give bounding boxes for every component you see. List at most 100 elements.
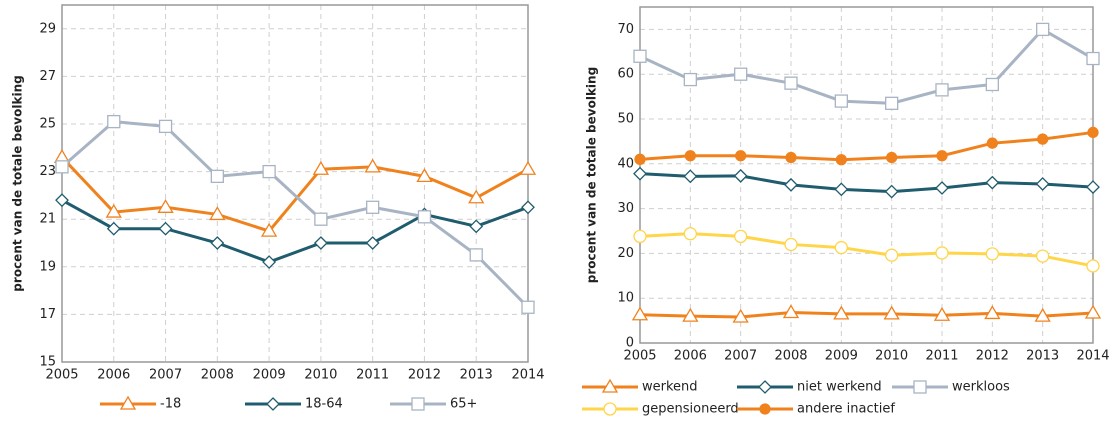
y-axis-label: procent van de totale bevolking xyxy=(585,67,599,283)
data-point xyxy=(835,154,847,166)
data-point xyxy=(365,236,380,250)
data-point xyxy=(1037,133,1049,145)
y-tick-label: 21 xyxy=(39,212,56,227)
data-point xyxy=(885,248,899,262)
data-point xyxy=(416,168,433,183)
data-point xyxy=(985,77,999,92)
data-point xyxy=(935,181,949,195)
legend-marker xyxy=(411,397,425,411)
data-point xyxy=(519,160,537,175)
data-point xyxy=(985,175,1000,190)
y-tick-label: 25 xyxy=(39,117,56,132)
y-tick-label: 15 xyxy=(39,355,56,370)
data-point xyxy=(1086,180,1100,195)
x-tick-label: 2011 xyxy=(356,368,389,383)
y-tick-label: 40 xyxy=(617,156,634,171)
data-point xyxy=(633,49,647,63)
series-line xyxy=(60,156,529,233)
legend-label: -18 xyxy=(160,397,181,412)
data-point xyxy=(784,76,798,90)
y-tick-label: 27 xyxy=(39,69,56,84)
data-point xyxy=(734,229,748,244)
y-tick-label: 30 xyxy=(617,201,634,216)
data-point xyxy=(884,184,899,199)
legend-marker xyxy=(119,395,137,410)
series-line xyxy=(639,172,1094,194)
data-point xyxy=(210,236,225,250)
legend-label: niet werkend xyxy=(797,380,882,395)
data-point xyxy=(633,229,647,244)
data-point xyxy=(158,119,173,134)
data-point xyxy=(883,305,900,320)
x-tick-label: 2013 xyxy=(1026,349,1059,364)
data-point xyxy=(784,237,798,252)
y-tick-label: 70 xyxy=(617,22,634,37)
x-tick-label: 2011 xyxy=(925,349,958,364)
data-point xyxy=(784,177,798,192)
data-point xyxy=(521,200,535,215)
data-point xyxy=(833,305,850,320)
data-point xyxy=(313,236,328,250)
legend-label: werkend xyxy=(642,380,698,395)
data-point xyxy=(469,219,484,234)
data-point xyxy=(1034,307,1051,322)
legend-marker xyxy=(913,380,927,394)
data-point xyxy=(1086,259,1100,273)
legend-label: 65+ xyxy=(450,397,477,412)
data-point xyxy=(683,72,697,87)
series-line xyxy=(639,232,1094,268)
y-axis-label: procent van de totale bevolking xyxy=(11,75,25,291)
legend-marker xyxy=(758,380,772,394)
data-point xyxy=(684,150,696,162)
legend-marker xyxy=(601,378,619,393)
x-tick-label: 2014 xyxy=(1076,349,1109,364)
y-tick-label: 19 xyxy=(39,259,56,274)
data-point xyxy=(936,150,948,162)
data-point xyxy=(106,221,121,236)
data-point xyxy=(364,158,381,173)
data-point xyxy=(262,164,276,179)
x-tick-label: 2005 xyxy=(623,349,656,364)
series-line xyxy=(61,198,529,264)
data-point xyxy=(1036,22,1050,37)
y-tick-label: 50 xyxy=(617,112,634,127)
legend-label: werkloos xyxy=(952,380,1010,395)
x-tick-label: 2008 xyxy=(201,368,234,383)
data-point xyxy=(985,247,999,261)
y-tick-label: 60 xyxy=(617,67,634,82)
data-point xyxy=(417,210,432,224)
data-point xyxy=(312,160,330,175)
data-point xyxy=(260,222,278,237)
legend-marker xyxy=(603,402,617,416)
data-point xyxy=(633,166,647,181)
data-point xyxy=(733,168,748,183)
x-tick-label: 2005 xyxy=(45,368,78,383)
data-point xyxy=(1036,249,1050,263)
x-tick-label: 2014 xyxy=(511,368,544,383)
y-tick-label: 20 xyxy=(617,246,634,261)
data-point xyxy=(55,193,69,208)
y-tick-label: 29 xyxy=(39,21,56,36)
x-tick-label: 2009 xyxy=(253,368,286,383)
data-point xyxy=(785,151,797,164)
data-point xyxy=(834,94,848,108)
data-point xyxy=(105,203,122,218)
data-point xyxy=(886,151,898,164)
legend-label: gepensioneerd xyxy=(642,402,739,417)
data-point xyxy=(469,248,483,262)
data-point xyxy=(107,114,121,129)
data-point xyxy=(157,199,174,213)
x-tick-label: 2012 xyxy=(976,349,1009,364)
data-point xyxy=(158,221,173,236)
data-point xyxy=(1035,177,1050,191)
data-point xyxy=(834,182,849,197)
data-point xyxy=(885,96,899,110)
series-line xyxy=(61,120,530,309)
legend-label: andere inactief xyxy=(797,402,895,417)
x-tick-label: 2007 xyxy=(724,349,757,364)
x-tick-label: 2012 xyxy=(408,368,441,383)
x-tick-label: 2010 xyxy=(875,349,908,364)
series-line xyxy=(639,311,1094,319)
data-point xyxy=(782,304,800,319)
data-point xyxy=(933,306,951,321)
